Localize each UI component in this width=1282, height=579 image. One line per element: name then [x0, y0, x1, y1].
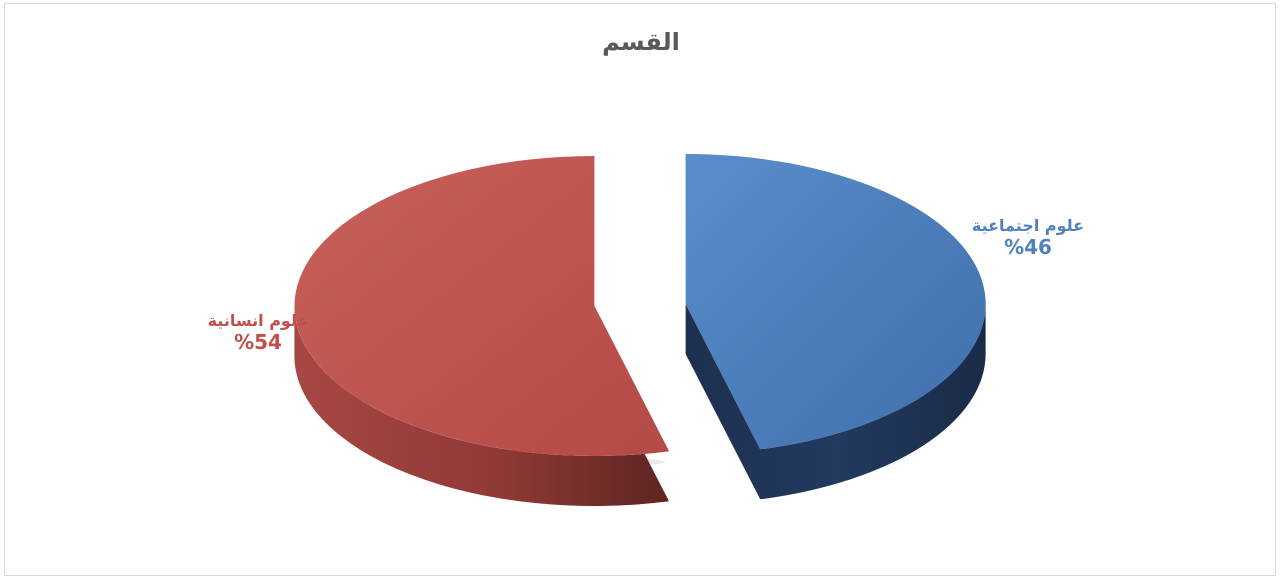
data-label-b-name: علوم انسانية: [207, 311, 309, 330]
pie-slice-b-side: [294, 306, 669, 507]
data-label-a: علوم اجتماعية %46: [958, 216, 1098, 259]
pie-slice-a-top: [685, 153, 986, 450]
pie-slice-b-top: [294, 156, 669, 456]
pie-slice-b: [294, 156, 669, 507]
data-label-b-value: %54: [234, 330, 282, 355]
pie-slice-a-side: [685, 303, 986, 500]
pie-slice-a: [685, 153, 986, 500]
data-label-a-value: %46: [1004, 235, 1052, 260]
chart-title: القسم: [602, 28, 680, 56]
data-label-b: علوم انسانية %54: [188, 311, 328, 354]
data-label-a-name: علوم اجتماعية: [971, 216, 1085, 235]
